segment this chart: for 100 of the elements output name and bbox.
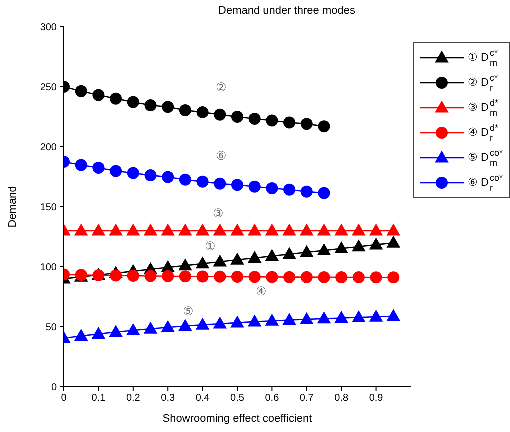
- point: [369, 238, 384, 250]
- x-tick-label: 0.9: [369, 393, 384, 404]
- y-tick-label: 250: [40, 82, 58, 94]
- point: [231, 179, 244, 192]
- x-axis-title: Showrooming effect coefficient: [162, 412, 312, 425]
- point: [162, 171, 174, 184]
- point: [266, 114, 278, 127]
- point: [161, 320, 175, 332]
- point: [336, 272, 348, 284]
- point: [284, 116, 296, 129]
- y-tick-label: 150: [40, 202, 58, 214]
- point: [300, 312, 314, 324]
- y-tick-label: 0: [51, 382, 58, 394]
- point: [284, 271, 296, 284]
- point: [300, 271, 313, 284]
- point: [110, 165, 122, 178]
- point: [162, 101, 174, 114]
- point: [334, 224, 348, 236]
- x-tick-label: 0.7: [300, 393, 314, 404]
- point: [317, 224, 332, 236]
- point: [388, 272, 400, 284]
- point: [179, 174, 192, 186]
- annotation: ③: [213, 206, 224, 220]
- point: [386, 236, 401, 248]
- point: [75, 85, 88, 98]
- point: [196, 176, 209, 188]
- point: [161, 224, 175, 236]
- point: [74, 224, 88, 236]
- point: [214, 178, 226, 190]
- point: [352, 272, 365, 284]
- x-tick-label: 0.2: [126, 393, 141, 404]
- point: [127, 96, 140, 108]
- point: [196, 270, 209, 283]
- point: [127, 270, 140, 282]
- point: [284, 184, 296, 196]
- chart-title: Demand under three modes: [218, 5, 356, 17]
- point: [109, 325, 123, 338]
- y-tick-label: 50: [46, 322, 58, 334]
- point: [162, 270, 174, 282]
- point: [370, 272, 382, 284]
- point: [127, 167, 140, 180]
- point: [248, 113, 261, 126]
- y-tick-label: 200: [40, 142, 58, 154]
- x-tick-label: 0.4: [196, 393, 210, 404]
- point: [110, 92, 122, 105]
- point: [282, 224, 296, 236]
- point: [126, 323, 140, 336]
- y-axis-title: Demand: [6, 186, 19, 228]
- point: [214, 108, 226, 121]
- point: [317, 312, 332, 324]
- point: [266, 182, 278, 195]
- point: [282, 313, 296, 326]
- x-tick-label: 0.8: [334, 393, 349, 404]
- point: [318, 187, 330, 200]
- point: [265, 224, 280, 236]
- point: [110, 270, 122, 282]
- point: [318, 120, 330, 133]
- point: [300, 224, 314, 236]
- point: [230, 252, 244, 265]
- annotation: ②: [216, 80, 228, 94]
- point: [126, 224, 140, 236]
- point: [144, 170, 157, 182]
- annotation: ①: [205, 239, 216, 254]
- point: [213, 316, 228, 329]
- point: [352, 240, 366, 252]
- point: [300, 118, 313, 130]
- point: [196, 106, 209, 118]
- point: [213, 254, 228, 267]
- point: [369, 310, 384, 322]
- point: [317, 243, 332, 256]
- point: [179, 104, 192, 117]
- point: [248, 271, 261, 284]
- annotation: ⑤: [182, 304, 194, 318]
- y-tick-label: 100: [40, 262, 58, 274]
- point: [196, 318, 210, 330]
- point: [282, 247, 296, 260]
- point: [248, 251, 262, 264]
- annotation: ⑥: [216, 148, 228, 163]
- point: [75, 159, 88, 172]
- point: [144, 224, 158, 236]
- point: [178, 319, 192, 332]
- y-tick-label: 300: [40, 22, 58, 34]
- point: [213, 224, 228, 236]
- point: [196, 256, 210, 269]
- point: [386, 224, 401, 236]
- point: [178, 224, 192, 236]
- annotation: ④: [256, 284, 268, 298]
- point: [352, 224, 366, 236]
- point: [334, 242, 348, 254]
- point: [144, 99, 157, 112]
- x-tick-label: 0: [61, 393, 68, 404]
- point: [74, 329, 88, 342]
- point: [92, 224, 106, 236]
- point: [230, 316, 244, 328]
- point: [230, 224, 244, 236]
- x-tick-label: 0.6: [265, 393, 280, 404]
- point: [179, 270, 192, 283]
- point: [231, 111, 244, 123]
- x-tick-label: 0.1: [92, 393, 106, 404]
- point: [214, 270, 226, 283]
